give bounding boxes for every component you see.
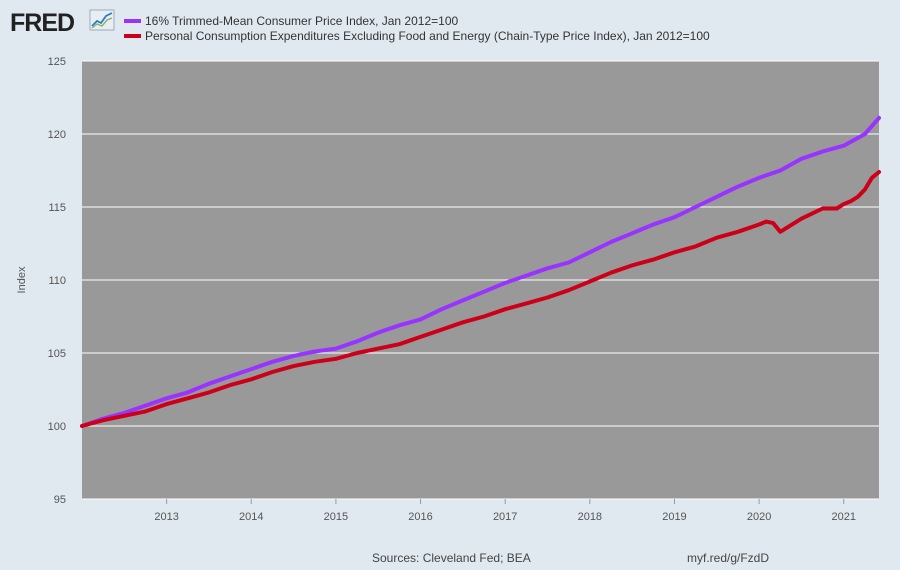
y-tick-label: 125 <box>48 56 66 68</box>
short-url[interactable]: myf.red/g/FzdD <box>687 551 769 565</box>
data-series <box>80 115 881 428</box>
legend-label-trimmed-mean: 16% Trimmed-Mean Consumer Price Index, J… <box>145 14 458 28</box>
x-tick-label: 2015 <box>324 511 348 523</box>
y-tick-label: 120 <box>48 129 66 141</box>
y-tick-label: 95 <box>54 494 66 506</box>
sources-note: Sources: Cleveland Fed; BEA <box>372 551 531 565</box>
x-tick-label: 2020 <box>747 511 771 523</box>
legend-item-trimmed-mean[interactable]: 16% Trimmed-Mean Consumer Price Index, J… <box>124 14 458 28</box>
gridlines <box>82 60 879 500</box>
y-axis-ticks: 95 100 105 110 115 120 125 <box>48 56 66 506</box>
x-tick-label: 2019 <box>662 511 686 523</box>
y-tick-label: 115 <box>48 202 66 214</box>
fred-logo-text: FRED <box>10 9 74 37</box>
y-axis-label: Index <box>16 266 28 293</box>
fred-logo[interactable]: FRED <box>10 9 115 37</box>
series-line-trimmed-mean[interactable] <box>80 115 881 428</box>
y-tick-label: 110 <box>48 275 66 287</box>
x-tick-label: 2018 <box>578 511 602 523</box>
line-chart-icon <box>89 9 115 31</box>
y-tick-label: 105 <box>48 348 66 360</box>
x-tick-label: 2014 <box>239 511 263 523</box>
series-line-pce-core[interactable] <box>80 170 881 428</box>
chart-legend: 16% Trimmed-Mean Consumer Price Index, J… <box>124 14 710 43</box>
x-tick-label: 2013 <box>154 511 178 523</box>
x-tick-label: 2021 <box>831 511 855 523</box>
x-tick-label: 2016 <box>408 511 432 523</box>
x-tick-label: 2017 <box>493 511 517 523</box>
legend-item-pce-core[interactable]: Personal Consumption Expenditures Exclud… <box>124 29 710 43</box>
legend-label-pce-core: Personal Consumption Expenditures Exclud… <box>145 29 710 43</box>
y-tick-label: 100 <box>48 421 66 433</box>
x-axis-ticks: 2013 2014 2015 2016 2017 2018 2019 2020 2021 <box>154 499 856 523</box>
